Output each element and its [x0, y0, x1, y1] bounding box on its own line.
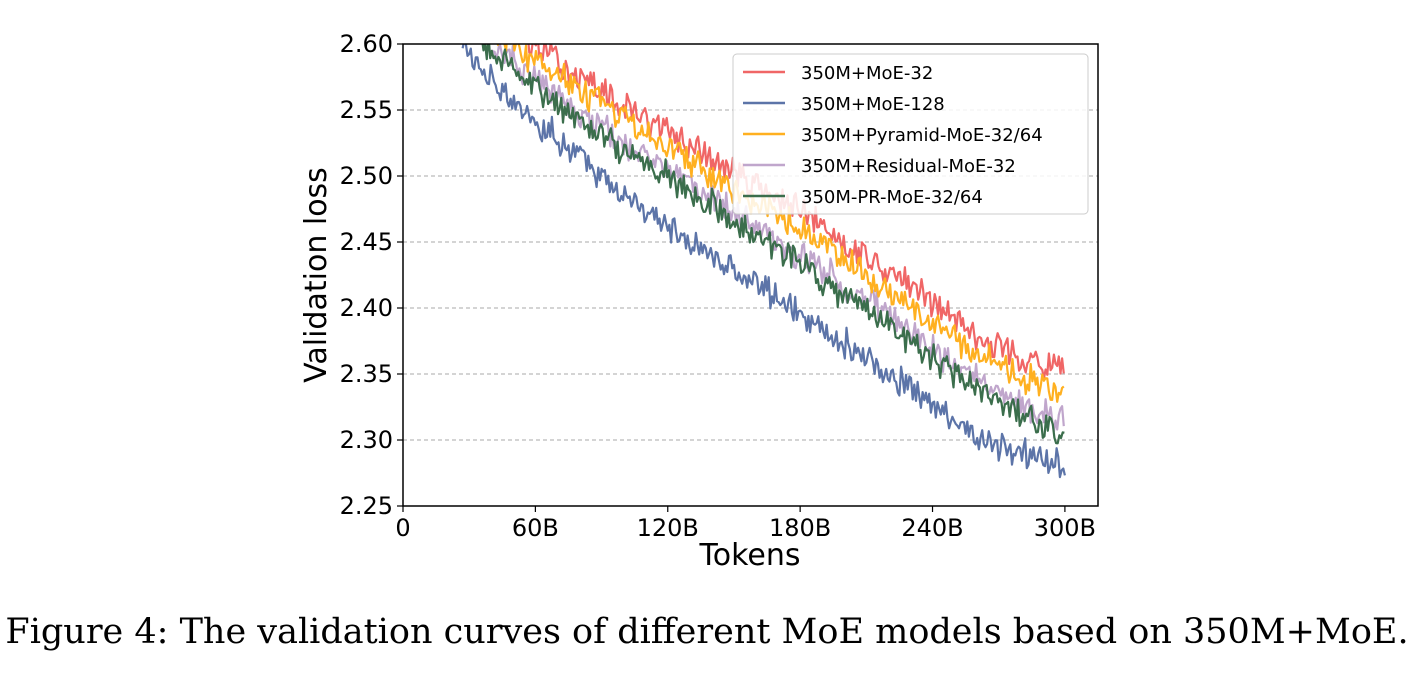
series-line: [496, 44, 1065, 403]
x-tick-label: 240B: [901, 514, 963, 542]
legend: 350M+MoE-32 350M+MoE-128 350M+Pyramid-MoE-…: [732, 53, 1089, 215]
y-tick-label: 2.35: [340, 360, 393, 388]
axis-ticks: 2.25 2.30 2.35 2.40 2.45 2.50 2.55 2.60 0 60B 120B…: [340, 30, 1096, 542]
x-tick-label: 180B: [769, 514, 831, 542]
series-line: [490, 44, 1065, 433]
legend-box: [732, 53, 1089, 215]
x-tick-label: 0: [395, 514, 410, 542]
x-tick-label: 120B: [637, 514, 699, 542]
x-axis-label: Tokens: [699, 538, 801, 573]
x-tick-label: 300B: [1034, 514, 1096, 542]
legend-entry-label: 350M+MoE-128: [801, 94, 945, 115]
y-tick-label: 2.45: [340, 228, 393, 256]
grid-lines: [403, 109, 1098, 441]
legend-entry-label: 350M-PR-MoE-32/64: [801, 187, 983, 208]
legend-entry-label: 350M+MoE-32: [801, 63, 933, 84]
legend-entry-label: 350M+Pyramid-MoE-32/64: [801, 125, 1043, 146]
y-tick-label: 2.50: [340, 162, 393, 190]
y-tick-label: 2.25: [340, 492, 393, 520]
figure-caption: Figure 4: The validation curves of diffe…: [5, 612, 1409, 652]
series-line: [481, 44, 1065, 445]
x-tick-label: 60B: [512, 514, 559, 542]
plot-frame: [402, 43, 1099, 507]
y-tick-label: 2.30: [340, 426, 393, 454]
y-tick-label: 2.55: [340, 96, 393, 124]
y-tick-label: 2.40: [340, 294, 393, 322]
y-axis-label: Validation loss: [299, 167, 334, 383]
legend-entry-label: 350M+Residual-MoE-32: [801, 156, 1016, 177]
series-group: [461, 44, 1066, 479]
series-line: [461, 44, 1066, 479]
y-tick-label: 2.60: [340, 30, 393, 58]
